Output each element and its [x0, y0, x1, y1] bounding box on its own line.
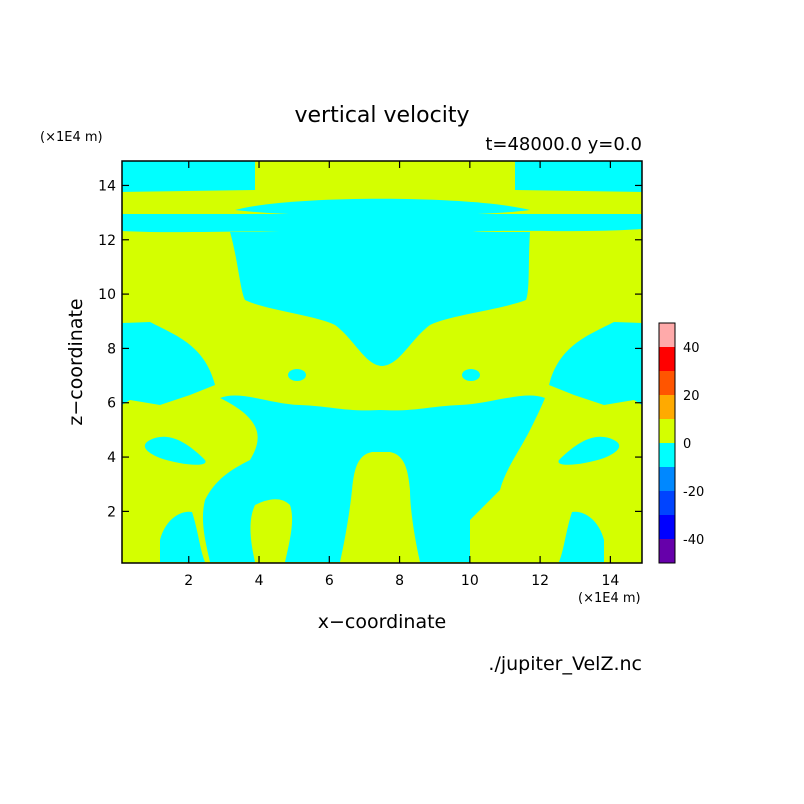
y-tick-label: 8	[107, 341, 116, 357]
y-axis-label: z−coordinate	[65, 298, 87, 425]
colorbar-tick-label: 0	[683, 437, 691, 452]
colorbar-tick-label: -40	[683, 533, 704, 548]
contour-field	[122, 161, 642, 563]
chart-title: vertical velocity	[294, 103, 469, 128]
colorbar-tick-label: 40	[683, 341, 700, 356]
y-tick-label: 2	[107, 504, 116, 520]
x-tick-label: 14	[601, 573, 619, 589]
colorbar-level	[659, 443, 675, 467]
colorbar-level	[659, 539, 675, 563]
colorbar-level	[659, 419, 675, 443]
colorbar-level	[659, 467, 675, 491]
colorbar-level	[659, 347, 675, 371]
x-tick-label: 4	[255, 573, 264, 589]
negative-region	[288, 369, 306, 381]
negative-region	[462, 369, 480, 381]
x-tick-label: 2	[184, 573, 193, 589]
colorbar: 40 20 0 -20 -40	[659, 323, 704, 563]
colorbar-level	[659, 515, 675, 539]
source-file-label: ./jupiter_VelZ.nc	[488, 653, 642, 675]
x-tick-label: 12	[531, 573, 549, 589]
colorbar-level	[659, 371, 675, 395]
y-tick-label: 6	[107, 396, 116, 412]
y-tick-label: 4	[107, 450, 116, 466]
y-unit-label: (×1E4 m)	[40, 130, 103, 145]
colorbar-level	[659, 323, 675, 347]
y-tick-label: 14	[98, 178, 116, 194]
negative-region	[515, 161, 642, 192]
x-tick-label: 8	[395, 573, 404, 589]
x-axis-label: x−coordinate	[318, 611, 447, 633]
x-tick-label: 6	[325, 573, 334, 589]
chart-subtitle: t=48000.0 y=0.0	[485, 134, 642, 155]
colorbar-level	[659, 395, 675, 419]
colorbar-tick-label: 20	[683, 389, 700, 404]
y-tick-label: 10	[98, 287, 116, 303]
x-unit-label: (×1E4 m)	[578, 591, 641, 606]
colorbar-level	[659, 491, 675, 515]
colorbar-tick-label: -20	[683, 485, 704, 500]
y-tick-label: 12	[98, 233, 116, 249]
x-tick-label: 10	[461, 573, 479, 589]
